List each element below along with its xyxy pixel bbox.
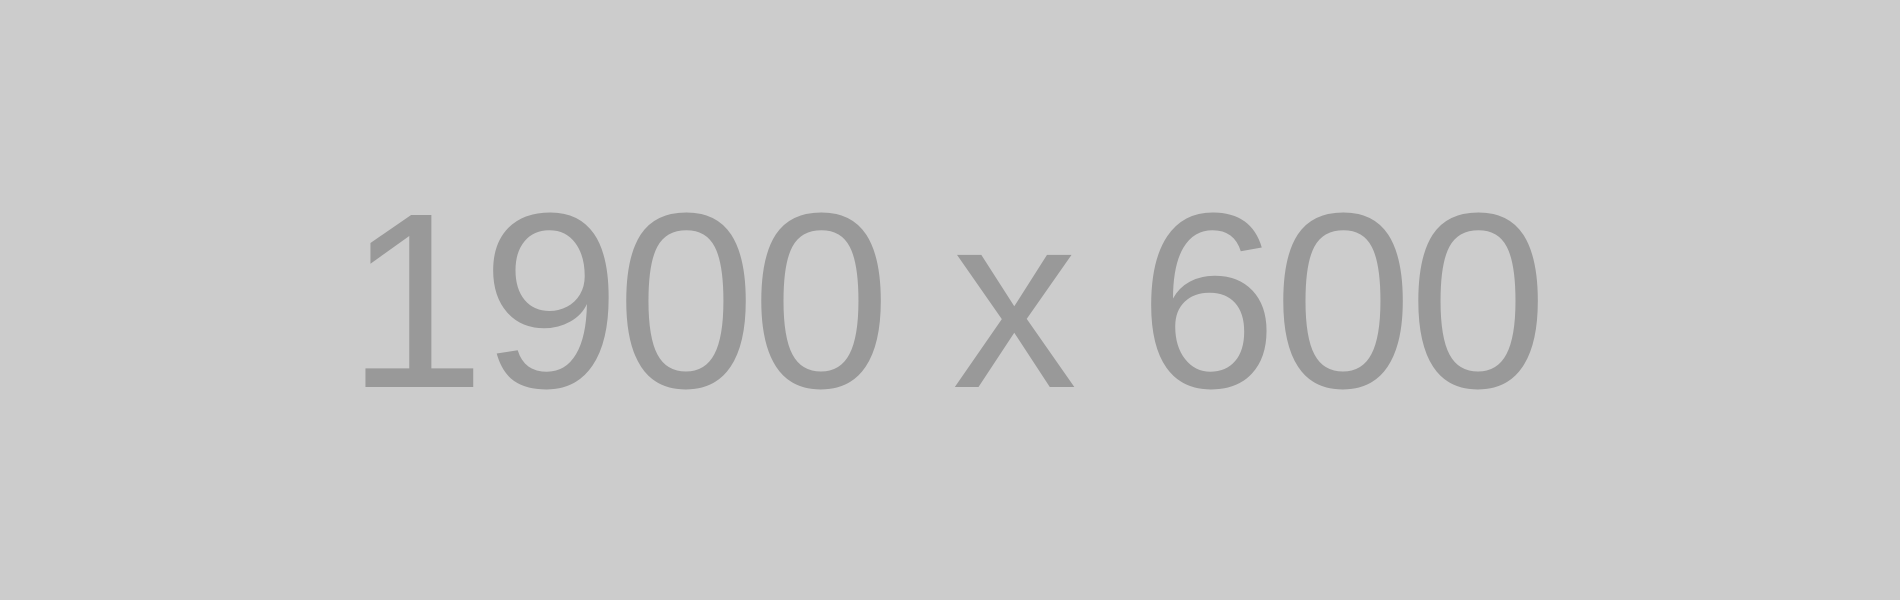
dimensions-label: 1900 x 600: [346, 161, 1547, 440]
